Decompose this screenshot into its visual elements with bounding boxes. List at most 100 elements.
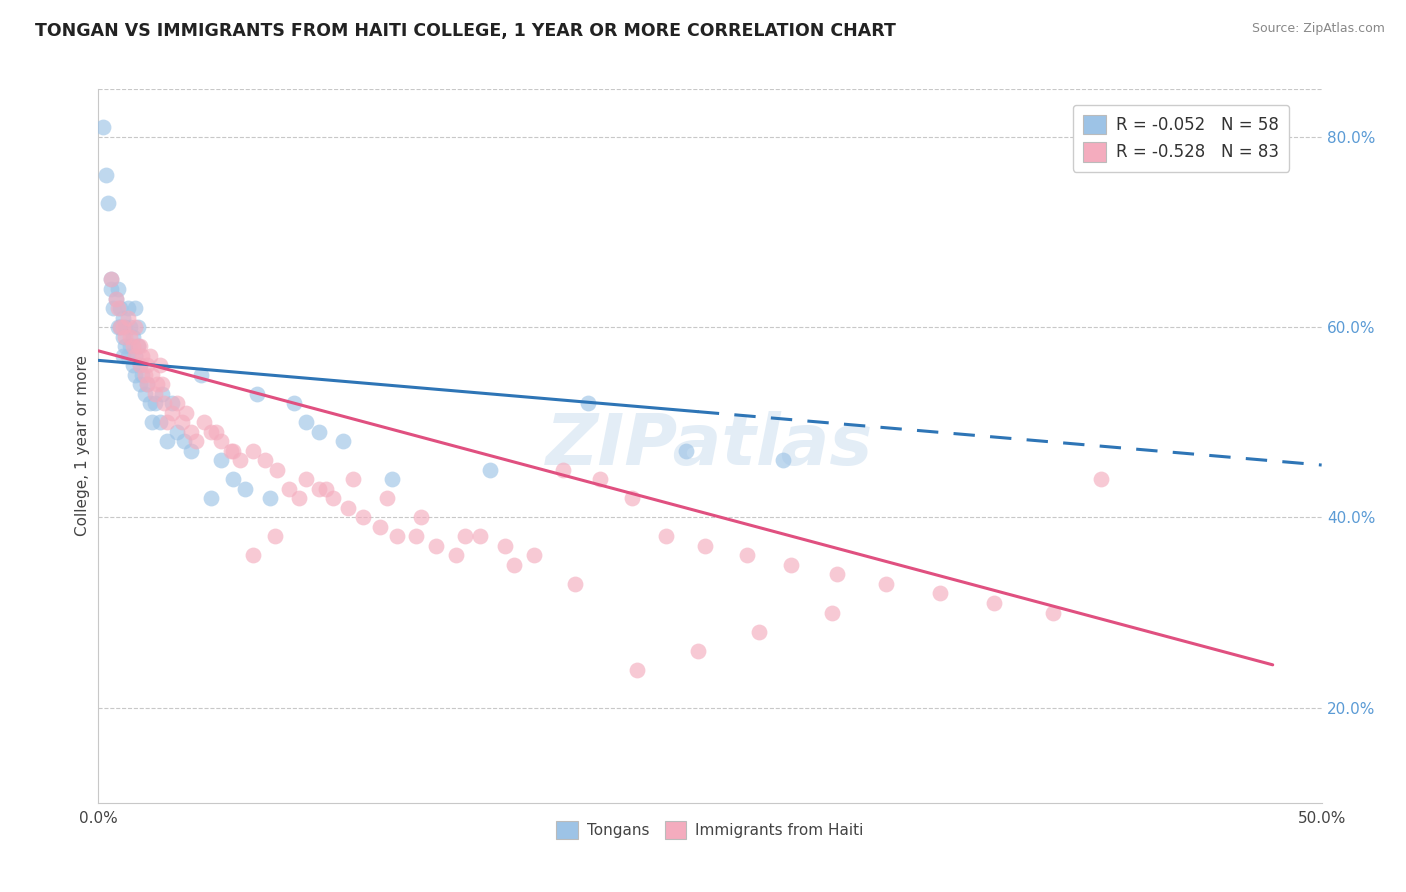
Point xyxy=(107,301,129,315)
Point xyxy=(322,491,344,506)
Point xyxy=(564,577,586,591)
Legend: Tongans, Immigrants from Haiti: Tongans, Immigrants from Haiti xyxy=(550,815,870,845)
Point xyxy=(233,482,256,496)
Point xyxy=(160,396,183,410)
Text: Source: ZipAtlas.com: Source: ZipAtlas.com xyxy=(1251,22,1385,36)
Point xyxy=(124,349,146,363)
Point xyxy=(104,292,127,306)
Point xyxy=(121,358,143,372)
Point xyxy=(129,339,152,353)
Point xyxy=(209,434,232,449)
Point xyxy=(110,320,132,334)
Point xyxy=(110,320,132,334)
Point xyxy=(160,406,183,420)
Point xyxy=(695,539,717,553)
Point xyxy=(825,567,848,582)
Point xyxy=(176,406,198,420)
Point xyxy=(129,377,152,392)
Point xyxy=(131,368,153,382)
Point xyxy=(121,329,143,343)
Point xyxy=(315,482,337,496)
Point xyxy=(149,358,172,372)
Point xyxy=(111,329,134,343)
Point xyxy=(929,586,952,600)
Point xyxy=(139,349,162,363)
Point xyxy=(411,510,433,524)
Point xyxy=(120,320,142,334)
Point xyxy=(111,349,134,363)
Point xyxy=(494,539,516,553)
Point xyxy=(468,529,491,543)
Point xyxy=(375,491,398,506)
Point xyxy=(121,339,143,353)
Point xyxy=(336,500,359,515)
Point xyxy=(193,415,215,429)
Point xyxy=(246,386,269,401)
Point xyxy=(352,510,374,524)
Point xyxy=(117,349,139,363)
Point xyxy=(295,472,318,486)
Point xyxy=(205,425,228,439)
Point xyxy=(111,320,134,334)
Point xyxy=(342,472,364,486)
Point xyxy=(166,425,188,439)
Point xyxy=(735,549,758,563)
Point xyxy=(875,577,897,591)
Point xyxy=(129,358,152,372)
Point xyxy=(149,415,172,429)
Point xyxy=(110,301,132,315)
Point xyxy=(1090,472,1112,486)
Point xyxy=(576,396,599,410)
Point xyxy=(444,549,467,563)
Point xyxy=(141,415,163,429)
Point xyxy=(146,377,169,392)
Point xyxy=(141,368,163,382)
Point xyxy=(620,491,643,506)
Point xyxy=(219,443,242,458)
Point xyxy=(124,320,146,334)
Point xyxy=(156,415,179,429)
Point xyxy=(150,377,173,392)
Point xyxy=(295,415,318,429)
Point xyxy=(686,643,709,657)
Point xyxy=(1042,606,1064,620)
Point xyxy=(242,549,264,563)
Point xyxy=(139,396,162,410)
Point xyxy=(150,386,173,401)
Point xyxy=(180,425,202,439)
Point xyxy=(553,463,575,477)
Point xyxy=(263,529,285,543)
Point xyxy=(288,491,311,506)
Point xyxy=(675,443,697,458)
Point xyxy=(107,282,129,296)
Point xyxy=(124,301,146,315)
Point xyxy=(114,329,136,343)
Point xyxy=(308,425,330,439)
Point xyxy=(478,463,501,477)
Point xyxy=(200,425,222,439)
Point xyxy=(222,472,245,486)
Point xyxy=(166,396,188,410)
Point xyxy=(91,120,114,135)
Point xyxy=(136,358,159,372)
Text: TONGAN VS IMMIGRANTS FROM HAITI COLLEGE, 1 YEAR OR MORE CORRELATION CHART: TONGAN VS IMMIGRANTS FROM HAITI COLLEGE,… xyxy=(35,22,896,40)
Point xyxy=(129,358,152,372)
Point xyxy=(283,396,305,410)
Point xyxy=(120,329,142,343)
Point xyxy=(127,320,149,334)
Point xyxy=(134,386,156,401)
Point xyxy=(131,349,153,363)
Point xyxy=(385,529,408,543)
Point xyxy=(114,339,136,353)
Point xyxy=(143,386,166,401)
Point xyxy=(405,529,427,543)
Point xyxy=(821,606,844,620)
Point xyxy=(101,301,124,315)
Point xyxy=(186,434,208,449)
Point xyxy=(209,453,232,467)
Point xyxy=(136,377,159,392)
Point xyxy=(266,463,288,477)
Y-axis label: College, 1 year or more: College, 1 year or more xyxy=(75,356,90,536)
Point xyxy=(655,529,678,543)
Point xyxy=(156,434,179,449)
